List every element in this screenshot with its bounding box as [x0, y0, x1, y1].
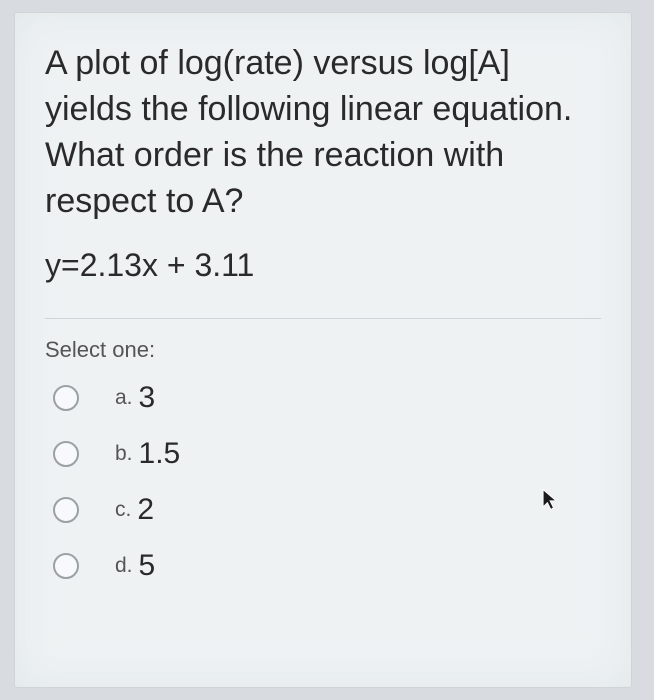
option-a-letter: a.: [115, 386, 133, 410]
option-b-letter: b.: [115, 442, 133, 466]
select-one-label: Select one:: [45, 337, 601, 363]
question-text: A plot of log(rate) versus log[A] yields…: [45, 41, 601, 225]
question-equation: y=2.13x + 3.11: [45, 247, 601, 284]
option-d-radio[interactable]: [53, 553, 79, 579]
question-card: A plot of log(rate) versus log[A] yields…: [14, 12, 632, 688]
divider: [45, 318, 601, 319]
option-c-row[interactable]: c. 2: [45, 493, 601, 527]
option-b-value: 1.5: [139, 437, 181, 471]
option-c-letter: c.: [115, 498, 131, 522]
option-a-value: 3: [139, 381, 156, 415]
option-b-radio[interactable]: [53, 441, 79, 467]
option-a-radio[interactable]: [53, 385, 79, 411]
option-c-value: 2: [137, 493, 154, 527]
option-a-row[interactable]: a. 3: [45, 381, 601, 415]
option-d-row[interactable]: d. 5: [45, 549, 601, 583]
option-b-row[interactable]: b. 1.5: [45, 437, 601, 471]
option-d-value: 5: [139, 549, 156, 583]
option-d-letter: d.: [115, 554, 133, 578]
option-c-radio[interactable]: [53, 497, 79, 523]
